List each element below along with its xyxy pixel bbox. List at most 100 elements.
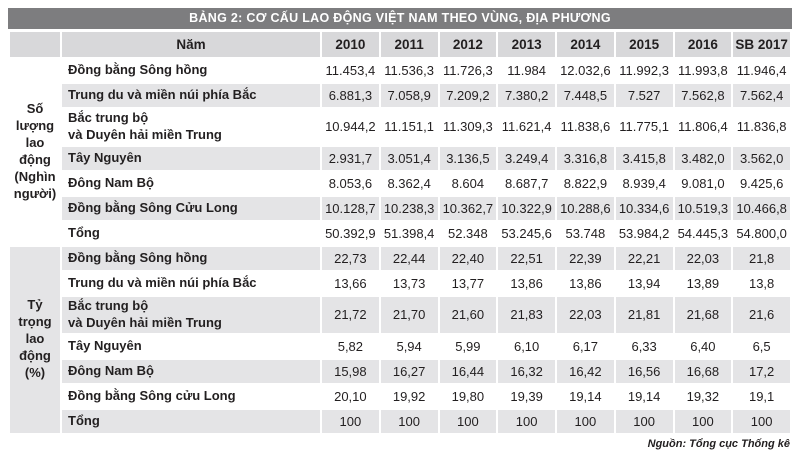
- table-row: Tây Nguyên 5,82 5,94 5,99 6,10 6,17 6,33 6,40 6,…: [10, 334, 790, 358]
- year-header-cell: 2010: [322, 32, 379, 57]
- value-cell: 6,17: [557, 334, 614, 358]
- table-row: Số lượng lao động (Nghìn người) Đồng bằng…: [10, 59, 790, 245]
- region-name-cell: Đồng bằng Sông hồng: [62, 59, 320, 82]
- value-cell: 16,27: [380, 359, 438, 383]
- value-cell: 7.209,2: [439, 84, 497, 107]
- region-name-cell: Trung du và miền núi phía Bắc: [62, 84, 320, 107]
- table-row: Đông Nam Bộ 15,98 16,27 16,44 16,32 16,42 16,5…: [10, 359, 790, 383]
- value-cell: 13,8: [733, 271, 790, 295]
- value-cell: 19,14: [557, 384, 614, 408]
- value-cell: 12.032,6: [557, 59, 614, 82]
- value-cell: 13,86: [557, 271, 614, 295]
- value-cell: 53.245,6: [498, 221, 555, 245]
- value-cell: 5,82: [322, 334, 379, 358]
- table-row: Tây Nguyên 2.931,7 3.051,4 3.136,5 3.249,4 3.…: [10, 146, 790, 170]
- value-cell: 8.053,6: [322, 171, 379, 195]
- value-cell: 21,60: [439, 296, 497, 333]
- table-row: Đồng bằng Sông Cửu Long 10.128,7 10.238,3 1…: [10, 196, 790, 220]
- value-cell: 11.309,3: [439, 109, 497, 145]
- value-cell: 8.687,7: [498, 171, 555, 195]
- value-cell: 11.946,4: [733, 59, 790, 82]
- value-cell: 3.415,8: [615, 146, 673, 170]
- table-row: Tổng 50.392,9 51.398,4 52.348 53.245,6 53.748…: [10, 221, 790, 245]
- value-cell: 13,73: [380, 271, 438, 295]
- year-header-cell: 2011: [380, 32, 438, 57]
- year-label-cell: Năm: [62, 32, 320, 57]
- value-cell: 3.482,0: [674, 146, 732, 170]
- value-cell: 11.536,3: [380, 59, 438, 82]
- value-cell: 13,94: [615, 271, 673, 295]
- value-cell: 19,92: [380, 384, 438, 408]
- value-cell: 9.425,6: [733, 171, 790, 195]
- region-name-cell: Trung du và miền núi phía Bắc: [62, 271, 320, 295]
- value-cell: 8.604: [439, 171, 497, 195]
- region-name-cell: Bắc trung bộ và Duyên hải miền Trung: [62, 109, 320, 145]
- value-cell: 22,73: [322, 246, 379, 270]
- value-cell: 22,39: [557, 246, 614, 270]
- value-cell: 11.453,4: [322, 59, 379, 82]
- value-cell: 6,5: [733, 334, 790, 358]
- value-cell: 5,94: [380, 334, 438, 358]
- value-cell: 13,89: [674, 271, 732, 295]
- source-note: Nguồn: Tổng cục Thống kê: [647, 437, 790, 450]
- value-cell: 21,8: [733, 246, 790, 270]
- value-cell: 54.445,3: [674, 221, 732, 245]
- value-cell: 7.058,9: [380, 84, 438, 107]
- value-cell: 19,1: [733, 384, 790, 408]
- value-cell: 22,03: [557, 296, 614, 333]
- value-cell: 100: [322, 409, 379, 433]
- table-row: Trung du và miền núi phía Bắc 6.881,3 7.05…: [10, 84, 790, 107]
- value-cell: 22,44: [380, 246, 438, 270]
- table-title: BẢNG 2: CƠ CẤU LAO ĐỘNG VIỆT NAM THEO VÙ…: [8, 8, 792, 29]
- value-cell: 3.316,8: [557, 146, 614, 170]
- value-cell: 22,40: [439, 246, 497, 270]
- value-cell: 11.836,8: [733, 109, 790, 145]
- value-cell: 11.775,1: [615, 109, 673, 145]
- value-cell: 3.249,4: [498, 146, 555, 170]
- value-cell: 10.519,3: [674, 196, 732, 220]
- value-cell: 11.726,3: [439, 59, 497, 82]
- region-name-cell: Tổng: [62, 409, 320, 433]
- value-cell: 15,98: [322, 359, 379, 383]
- year-header-cell: 2014: [557, 32, 614, 57]
- value-cell: 17,2: [733, 359, 790, 383]
- value-cell: 10.944,2: [322, 109, 379, 145]
- value-cell: 11.992,3: [615, 59, 673, 82]
- value-cell: 100: [674, 409, 732, 433]
- value-cell: 100: [615, 409, 673, 433]
- value-cell: 22,21: [615, 246, 673, 270]
- value-cell: 22,51: [498, 246, 555, 270]
- region-name-cell: Bắc trung bộ và Duyên hải miền Trung: [62, 296, 320, 333]
- value-cell: 21,6: [733, 296, 790, 333]
- value-cell: 11.984: [498, 59, 555, 82]
- value-cell: 100: [380, 409, 438, 433]
- value-cell: 7.380,2: [498, 84, 555, 107]
- value-cell: 19,80: [439, 384, 497, 408]
- value-cell: 22,03: [674, 246, 732, 270]
- value-cell: 19,32: [674, 384, 732, 408]
- value-cell: 11.838,6: [557, 109, 614, 145]
- value-cell: 16,56: [615, 359, 673, 383]
- value-cell: 3.051,4: [380, 146, 438, 170]
- value-cell: 7.562,4: [733, 84, 790, 107]
- region-name-cell: Đồng bằng Sông Cửu Long: [62, 196, 320, 220]
- value-cell: 100: [498, 409, 555, 433]
- corner-cell: [10, 32, 60, 57]
- value-cell: 10.128,7: [322, 196, 379, 220]
- value-cell: 54.800,0: [733, 221, 790, 245]
- header-row: Năm 2010 2011 2012 2013 2014 2015 2016 SB 2017: [10, 32, 790, 57]
- value-cell: 5,99: [439, 334, 497, 358]
- value-cell: 9.081,0: [674, 171, 732, 195]
- value-cell: 11.151,1: [380, 109, 438, 145]
- page: BẢNG 2: CƠ CẤU LAO ĐỘNG VIỆT NAM THEO VÙ…: [8, 8, 792, 450]
- table-row: Trung du và miền núi phía Bắc 13,66 13,73 1…: [10, 271, 790, 295]
- value-cell: 10.362,7: [439, 196, 497, 220]
- value-cell: 7.562,8: [674, 84, 732, 107]
- year-header-cell: 2012: [439, 32, 497, 57]
- region-name-cell: Đông Nam Bộ: [62, 171, 320, 195]
- value-cell: 50.392,9: [322, 221, 379, 245]
- table-row: Bắc trung bộ và Duyên hải miền Trung 10.9…: [10, 109, 790, 145]
- value-cell: 11.806,4: [674, 109, 732, 145]
- value-cell: 53.984,2: [615, 221, 673, 245]
- region-name-cell: Tổng: [62, 221, 320, 245]
